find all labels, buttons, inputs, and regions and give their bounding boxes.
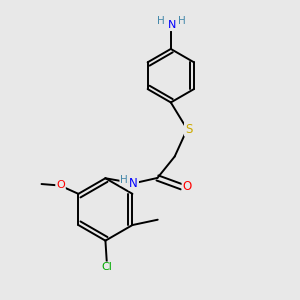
Text: N: N bbox=[129, 177, 138, 190]
Text: H: H bbox=[120, 175, 128, 185]
Text: Cl: Cl bbox=[101, 262, 112, 272]
Text: H: H bbox=[158, 16, 165, 26]
Text: H: H bbox=[178, 16, 186, 26]
Text: O: O bbox=[56, 180, 65, 190]
Text: O: O bbox=[182, 180, 192, 194]
Text: N: N bbox=[168, 20, 176, 30]
Text: S: S bbox=[185, 123, 192, 136]
